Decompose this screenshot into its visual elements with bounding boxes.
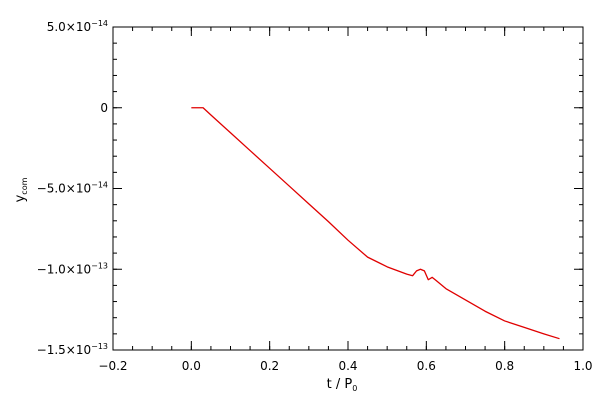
x-tick-label: 0.4	[338, 359, 357, 373]
x-tick-label: 0.0	[182, 359, 201, 373]
y-axis-ticks: 5.0×10−140−5.0×10−14−1.0×10−13−1.5×10−13	[37, 19, 583, 357]
y-tick-exponent: −13	[91, 342, 108, 351]
x-axis-label: t / P0	[327, 377, 358, 393]
x-axis-ticks: −0.2 0.0 0.2 0.4 0.6 0.8 1.0	[98, 27, 593, 373]
y-tick-label: 0	[100, 101, 108, 115]
x-tick-label: 0.8	[495, 359, 514, 373]
x-tick-label: 0.6	[417, 359, 436, 373]
y-axis-label-main: y	[13, 194, 28, 202]
x-tick-label: −0.2	[98, 359, 127, 373]
series-line	[191, 107, 560, 340]
y-tick-mantissa: −1.0×10	[37, 262, 91, 276]
y-tick-mantissa: 5.0×10	[47, 20, 91, 34]
y-tick-label: −1.0×10−13	[37, 261, 108, 276]
y-tick-exponent: −14	[91, 181, 108, 190]
y-tick-mantissa: −5.0×10	[37, 182, 91, 196]
plot-frame	[112, 26, 584, 351]
x-axis-label-subscript: 0	[352, 384, 357, 393]
y-tick-plain: 0	[100, 101, 108, 115]
y-tick-exponent: −14	[91, 19, 108, 28]
x-axis-label-main: t / P	[327, 377, 353, 392]
y-tick-label: 5.0×10−14	[47, 19, 108, 34]
y-axis-label: ycom	[13, 177, 29, 202]
y-axis-label-subscript: com	[20, 177, 29, 194]
y-tick-exponent: −13	[91, 261, 108, 270]
series-layer	[191, 107, 560, 340]
y-tick-mantissa: −1.5×10	[37, 343, 91, 357]
y-tick-label: −1.5×10−13	[37, 342, 108, 357]
y-tick-label: −5.0×10−14	[37, 181, 108, 196]
x-tick-label: 0.2	[260, 359, 279, 373]
x-tick-label: 1.0	[573, 359, 592, 373]
